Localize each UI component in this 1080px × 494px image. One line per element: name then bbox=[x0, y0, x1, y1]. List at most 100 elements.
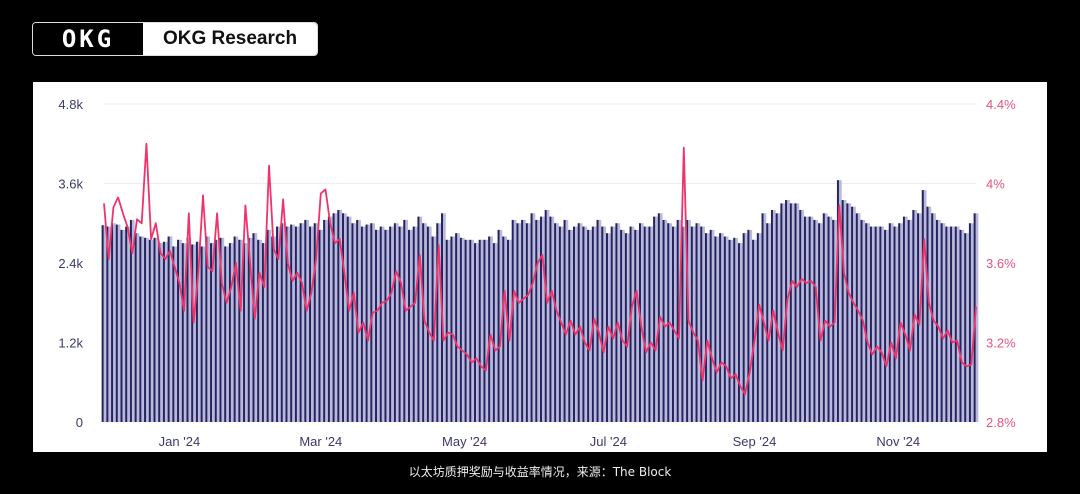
bar bbox=[393, 223, 396, 422]
bar-fill bbox=[624, 233, 630, 422]
bar bbox=[902, 216, 905, 422]
bar bbox=[554, 223, 557, 422]
bar bbox=[869, 226, 872, 422]
bar bbox=[384, 229, 387, 422]
bar bbox=[417, 216, 420, 422]
bar bbox=[935, 219, 938, 422]
bar-fill bbox=[134, 233, 140, 422]
bar-fill bbox=[921, 190, 927, 422]
bar-fill bbox=[327, 216, 333, 422]
bar-fill bbox=[261, 243, 267, 422]
bar bbox=[304, 219, 307, 422]
bar-fill bbox=[789, 203, 795, 422]
bar-series bbox=[101, 180, 979, 422]
bar-fill bbox=[723, 236, 729, 422]
bar-fill bbox=[280, 223, 286, 422]
bar-fill bbox=[521, 219, 526, 422]
bar-fill bbox=[700, 226, 705, 422]
bar bbox=[756, 233, 759, 422]
bar-fill bbox=[893, 226, 899, 422]
bar-fill bbox=[935, 219, 941, 422]
bar-fill bbox=[313, 223, 319, 422]
bar-fill bbox=[945, 226, 951, 422]
bar bbox=[101, 225, 104, 422]
bar bbox=[917, 213, 920, 422]
bar-fill bbox=[106, 226, 112, 422]
bar bbox=[549, 216, 552, 422]
bar bbox=[469, 239, 472, 422]
bar-fill bbox=[940, 223, 946, 422]
bar bbox=[681, 226, 684, 422]
bar-fill bbox=[450, 236, 456, 422]
bar-fill bbox=[290, 224, 295, 422]
bar bbox=[634, 229, 637, 422]
bar bbox=[737, 243, 740, 422]
bar bbox=[332, 213, 335, 422]
bar bbox=[945, 226, 948, 422]
bar bbox=[525, 223, 528, 422]
bar bbox=[483, 239, 486, 422]
bar bbox=[912, 210, 915, 422]
bar bbox=[120, 229, 123, 422]
bar-fill bbox=[822, 213, 828, 422]
bar bbox=[323, 219, 326, 422]
bar bbox=[921, 190, 924, 422]
bar bbox=[577, 223, 580, 422]
bar bbox=[228, 243, 231, 422]
bar-fill bbox=[662, 219, 668, 422]
right-axis-tick-label: 4% bbox=[986, 177, 1005, 192]
bar-fill bbox=[271, 236, 277, 422]
bar bbox=[747, 229, 750, 422]
bar bbox=[582, 226, 585, 422]
bar-fill bbox=[356, 219, 361, 422]
bar-fill bbox=[195, 241, 201, 422]
bar-fill bbox=[205, 236, 211, 422]
bar-fill bbox=[478, 239, 484, 422]
bar bbox=[309, 226, 312, 422]
bar bbox=[172, 246, 175, 422]
bar-fill bbox=[266, 229, 272, 422]
bar-fill bbox=[403, 219, 409, 422]
bar-fill bbox=[568, 229, 573, 422]
bar bbox=[950, 226, 953, 422]
bar bbox=[855, 213, 858, 422]
staking-chart: 0 1.2k 2.4k 3.6k 4.8k 2.8% 3.2% 3.6% 4% 4.4% Jan '… bbox=[58, 97, 1016, 449]
bar bbox=[134, 233, 137, 422]
bar-fill bbox=[851, 206, 856, 422]
bar-fill bbox=[384, 229, 390, 422]
bar-fill bbox=[836, 180, 842, 422]
bar bbox=[789, 203, 792, 422]
bar bbox=[898, 223, 901, 422]
x-axis-tick-label: Jul '24 bbox=[590, 434, 627, 449]
bar-fill bbox=[643, 226, 649, 422]
bar bbox=[403, 219, 406, 422]
left-axis-tick-label: 4.8k bbox=[58, 97, 83, 112]
bar bbox=[888, 223, 891, 422]
right-axis-tick-label: 3.2% bbox=[986, 336, 1016, 351]
bar bbox=[610, 226, 613, 422]
bar-fill bbox=[332, 213, 338, 422]
bar-fill bbox=[841, 200, 847, 422]
bar bbox=[181, 243, 184, 422]
bar-fill bbox=[648, 226, 654, 422]
bar-fill bbox=[775, 213, 781, 422]
bar-fill bbox=[111, 223, 116, 422]
bar-fill bbox=[200, 246, 206, 422]
bar-fill bbox=[101, 225, 107, 422]
bar bbox=[695, 223, 698, 422]
bar-fill bbox=[459, 237, 465, 422]
bar-fill bbox=[304, 219, 310, 422]
bar-fill bbox=[445, 239, 451, 422]
bar bbox=[408, 229, 411, 422]
bar bbox=[879, 226, 882, 422]
bar bbox=[294, 226, 297, 422]
bar bbox=[620, 229, 623, 422]
bar bbox=[266, 229, 269, 422]
bar-fill bbox=[351, 223, 357, 422]
bar-fill bbox=[874, 226, 880, 422]
bar-fill bbox=[959, 229, 965, 422]
bar bbox=[540, 216, 542, 422]
bar-fill bbox=[474, 243, 479, 422]
bar-fill bbox=[516, 223, 522, 422]
bar-fill bbox=[544, 210, 550, 422]
